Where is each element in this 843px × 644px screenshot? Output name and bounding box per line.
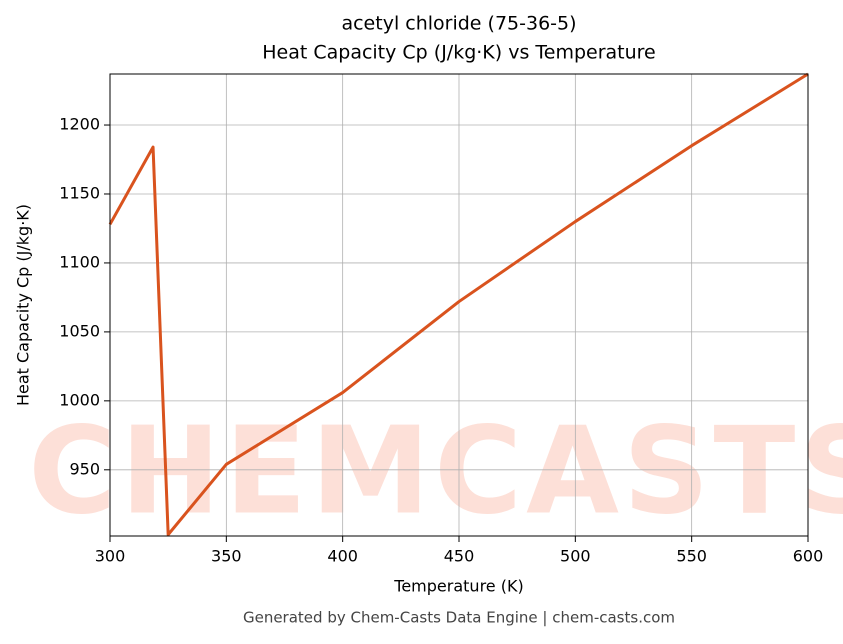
chart-subtitle: Heat Capacity Cp (J/kg·K) vs Temperature (262, 42, 656, 64)
x-tick-label: 350 (211, 547, 242, 566)
x-tick-label: 500 (560, 547, 591, 566)
x-axis-label: Temperature (K) (393, 577, 523, 596)
x-tick-label: 400 (327, 547, 358, 566)
y-tick-label: 1200 (59, 115, 100, 134)
y-axis-label: Heat Capacity Cp (J/kg·K) (14, 204, 33, 406)
watermark: CHEMCASTS (28, 403, 843, 542)
chart-title: acetyl chloride (75-36-5) (341, 13, 576, 35)
y-tick-label: 950 (69, 459, 100, 478)
x-tick-label: 450 (444, 547, 475, 566)
y-tick-label: 1150 (59, 183, 100, 202)
y-tick-label: 1050 (59, 321, 100, 340)
footer: Generated by Chem-Casts Data Engine | ch… (243, 609, 675, 627)
y-tick-label: 1000 (59, 390, 100, 409)
x-tick-label: 600 (793, 547, 824, 566)
x-tick-label: 300 (95, 547, 126, 566)
x-tick-label: 550 (676, 547, 707, 566)
plot-frame (109, 73, 809, 537)
data-line (108, 72, 809, 537)
y-tick-label: 1100 (59, 252, 100, 271)
